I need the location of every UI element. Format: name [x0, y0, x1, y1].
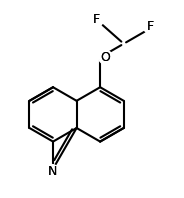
- Circle shape: [90, 13, 103, 27]
- Text: O: O: [101, 51, 111, 64]
- Text: F: F: [147, 20, 154, 33]
- Circle shape: [99, 50, 112, 64]
- Text: F: F: [147, 20, 154, 33]
- Circle shape: [45, 165, 59, 178]
- Text: F: F: [93, 13, 100, 26]
- Circle shape: [144, 20, 158, 34]
- Text: O: O: [101, 51, 111, 64]
- Text: F: F: [93, 13, 100, 26]
- Text: N: N: [47, 165, 57, 178]
- Text: N: N: [47, 165, 57, 178]
